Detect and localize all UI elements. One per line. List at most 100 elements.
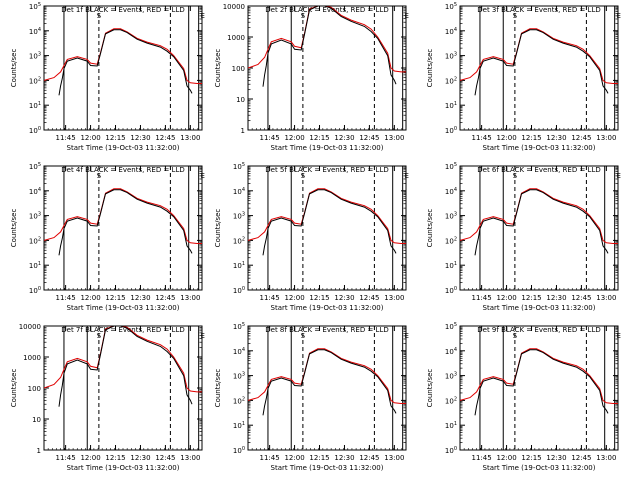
panel-title: Det 3f BLACK = Events, RED = LLD [477,6,600,14]
panel-title: Det 6f BLACK = Events, RED = LLD [477,166,600,174]
detector-panel-3: 100 101 102 103 104 105 Counts/sec 11:45 12:00 12… [426,2,621,152]
series-group [248,348,406,416]
y-axis-label: Counts/sec [10,209,18,248]
y-tick-label: 104 [233,187,245,196]
end-marker-label: E [404,332,408,340]
plot-frame [459,165,619,291]
plot-frame [43,165,203,291]
y-axis-label: Counts/sec [426,209,434,248]
y-tick-label: 103 [29,212,41,221]
x-tick-label: 12:00 [496,134,516,142]
x-tick-label: 12:30 [130,134,150,142]
x-tick-label: 12:15 [521,294,541,302]
start-marker-label: S [301,332,306,340]
x-tick-label: 13:00 [180,134,200,142]
x-tick-label: 13:00 [596,294,616,302]
x-tick-label: 12:00 [496,454,516,462]
end-marker-label: E [616,332,620,340]
lld-series-line [460,188,618,244]
x-tick-label: 11:45 [56,294,76,302]
lld-series-line [460,348,618,404]
y-tick-label: 105 [233,322,245,331]
series-group [460,188,618,256]
x-tick-label: 12:15 [105,454,125,462]
x-tick-label: 12:00 [80,294,100,302]
detector-panel-9: 100 101 102 103 104 105 Counts/sec 11:45 12:00 12… [426,322,621,472]
end-marker-label: E [200,332,204,340]
y-tick-label: 10 [236,96,245,104]
x-tick-label: 12:30 [546,134,566,142]
x-axis-label: Start Time (19-Oct-03 11:32:00) [271,464,384,472]
series-group [460,348,618,416]
y-tick-label: 105 [445,2,457,11]
x-axis-label: Start Time (19-Oct-03 11:32:00) [483,144,596,152]
start-marker-label: S [97,332,102,340]
y-tick-label: 100 [232,65,245,73]
y-tick-label: 103 [29,52,41,61]
x-axis-label: Start Time (19-Oct-03 11:32:00) [271,144,384,152]
y-tick-label: 103 [233,212,245,221]
events-series-line [58,29,193,96]
x-tick-label: 12:45 [571,454,591,462]
x-axis-label: Start Time (19-Oct-03 11:32:00) [67,144,180,152]
x-tick-label: 12:30 [334,294,354,302]
y-tick-label: 102 [29,236,41,245]
x-axis-label: Start Time (19-Oct-03 11:32:00) [67,464,180,472]
start-marker-label: S [513,12,518,20]
y-tick-label: 101 [233,261,245,270]
start-marker-label: S [97,12,102,20]
x-tick-label: 12:30 [130,294,150,302]
y-axis-label: Counts/sec [214,369,222,408]
y-tick-label: 103 [445,212,457,221]
x-tick-label: 11:45 [472,454,492,462]
y-tick-label: 102 [445,396,457,405]
y-tick-label: 102 [233,236,245,245]
y-tick-label: 1 [37,447,41,455]
x-tick-label: 12:30 [334,454,354,462]
x-tick-label: 12:45 [359,134,379,142]
x-tick-label: 13:00 [384,134,404,142]
x-tick-label: 12:00 [496,294,516,302]
x-tick-label: 12:45 [571,294,591,302]
x-tick-label: 11:45 [56,454,76,462]
x-tick-label: 12:00 [284,294,304,302]
x-tick-label: 12:45 [359,294,379,302]
y-tick-label: 101 [233,421,245,430]
detector-panel-8: 100 101 102 103 104 105 Counts/sec 11:45 12:00 12… [214,322,409,472]
y-tick-label: 105 [233,162,245,171]
y-axis-label: Counts/sec [214,49,222,88]
plot-frame [43,5,203,131]
series-group [44,326,202,407]
x-tick-label: 12:15 [105,294,125,302]
y-tick-label: 105 [445,322,457,331]
start-marker-label: S [301,172,306,180]
y-tick-label: 102 [233,396,245,405]
y-tick-label: 101 [29,261,41,270]
x-tick-label: 12:30 [130,454,150,462]
events-series-line [474,189,609,256]
start-marker-label: S [301,12,306,20]
plot-frame [247,5,407,131]
plot-frame [247,325,407,451]
x-tick-label: 12:00 [284,134,304,142]
x-tick-label: 11:45 [260,294,280,302]
x-tick-label: 12:45 [155,294,175,302]
x-tick-label: 13:00 [180,454,200,462]
start-marker-label: S [513,332,518,340]
x-tick-label: 11:45 [472,294,492,302]
panel-title: Det 9f BLACK = Events, RED = LLD [477,326,600,334]
series-group [44,188,202,256]
y-tick-label: 103 [445,372,457,381]
y-tick-label: 101 [445,421,457,430]
x-tick-label: 12:15 [105,134,125,142]
y-tick-label: 100 [445,446,457,455]
x-tick-label: 12:00 [284,454,304,462]
y-tick-label: 103 [445,52,457,61]
y-tick-label: 101 [445,101,457,110]
y-tick-label: 101 [445,261,457,270]
x-tick-label: 11:45 [260,454,280,462]
y-axis-label: Counts/sec [426,369,434,408]
detector-panel-1: 100 101 102 103 104 105 Counts/sec 11:45 12:00 12… [10,2,205,152]
x-tick-label: 12:15 [309,454,329,462]
x-tick-label: 13:00 [596,134,616,142]
